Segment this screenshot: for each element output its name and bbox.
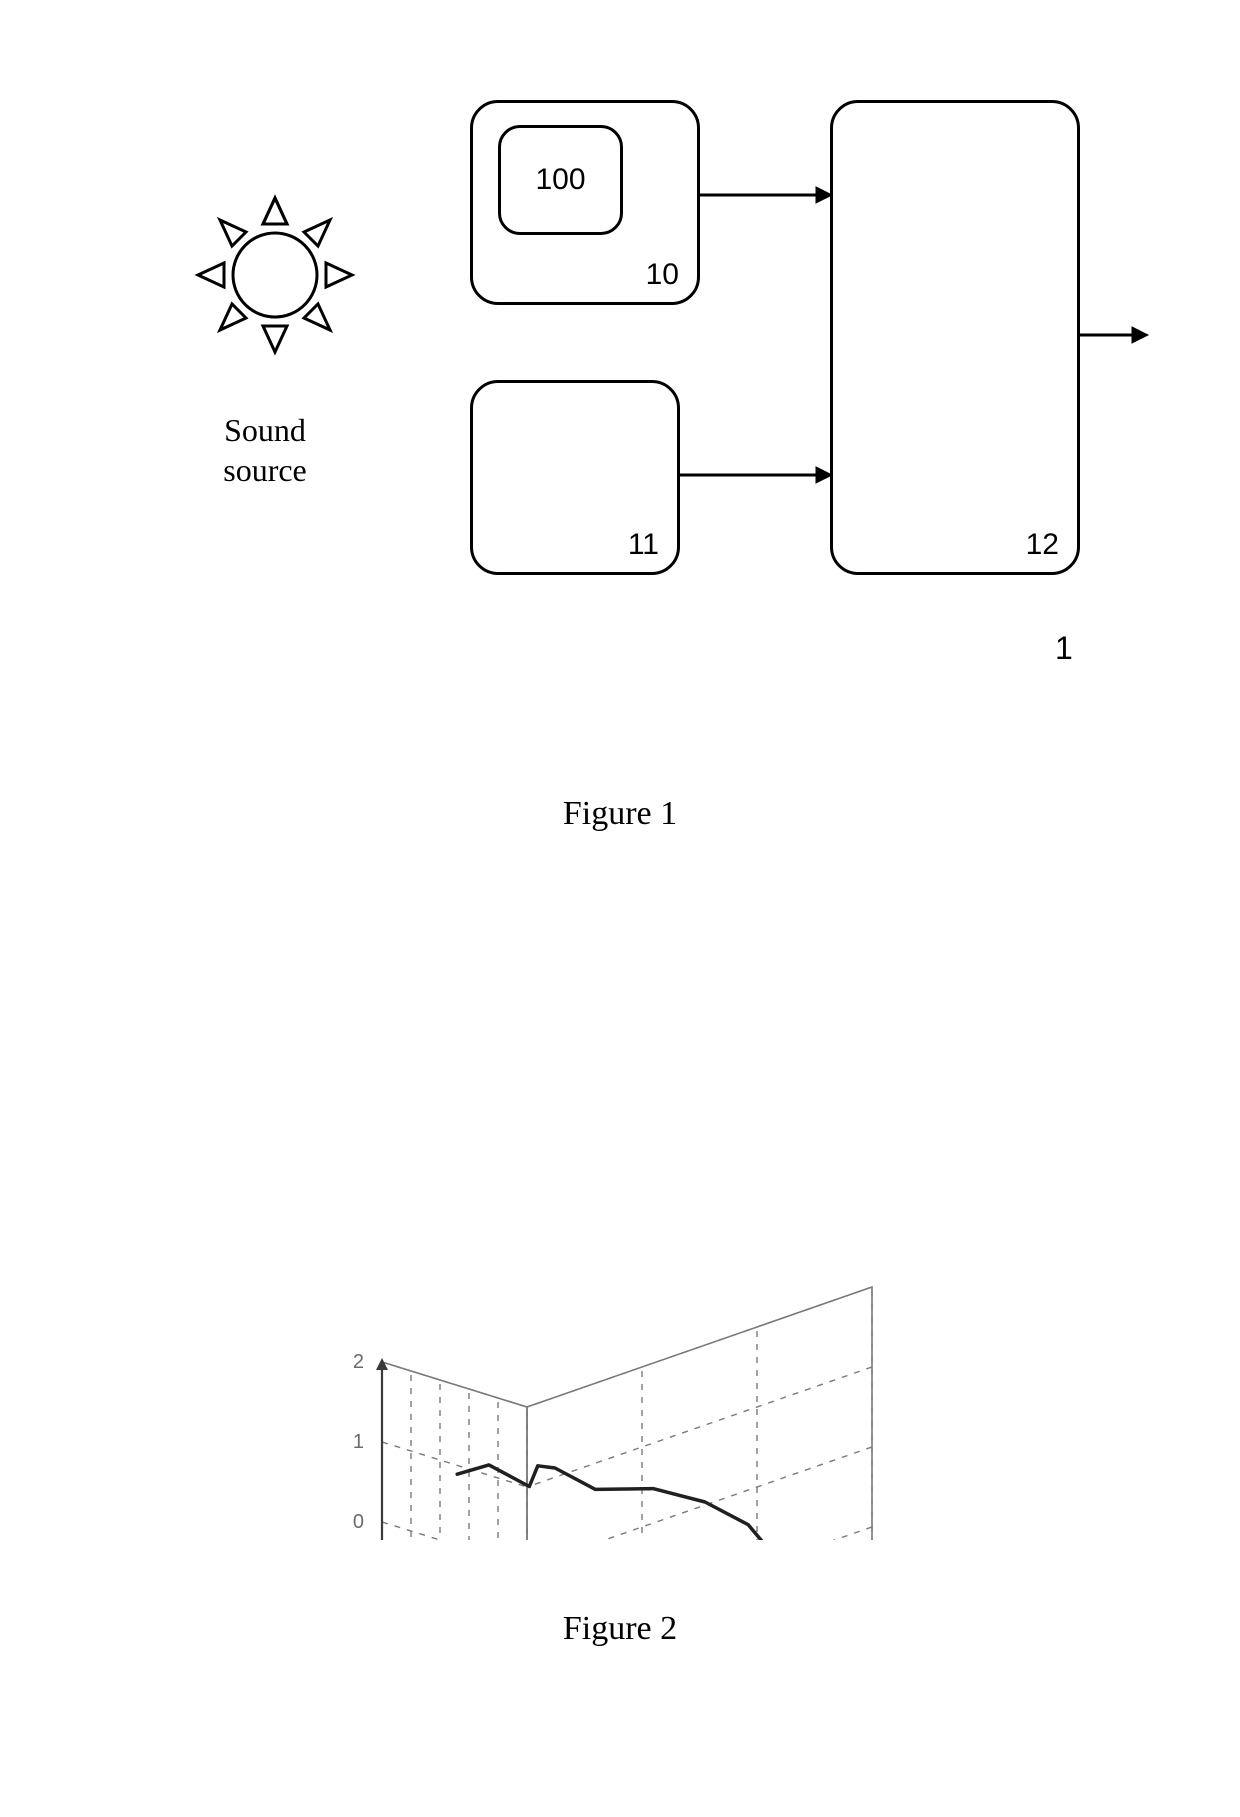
arrow-out	[1078, 320, 1153, 350]
system-label: 1	[1055, 630, 1073, 667]
plot-grid-back	[382, 1362, 527, 1540]
plot-axes	[376, 1358, 872, 1540]
page: Sound source 10 100 11 12 1	[0, 0, 1240, 1817]
svg-text:1: 1	[353, 1431, 364, 1453]
block-100: 100	[498, 125, 623, 235]
arrow-10-to-12	[698, 180, 838, 210]
3d-plot: -3-2-1012-1012-1-0.500.511.5 zyx	[140, 920, 1100, 1540]
figure-2-caption: Figure 2	[0, 1610, 1240, 1648]
sound-source-icon	[190, 190, 360, 360]
sun-rays	[198, 198, 352, 352]
block-11-label: 11	[628, 528, 659, 562]
figure-2: -3-2-1012-1012-1-0.500.511.5 zyx	[140, 920, 1100, 1540]
figure-1-caption: Figure 1	[0, 795, 1240, 833]
block-10-label: 10	[646, 258, 679, 292]
block-12-label: 12	[1026, 528, 1059, 562]
svg-text:2: 2	[353, 1351, 364, 1373]
arrow-11-to-12	[678, 460, 838, 490]
svg-text:0: 0	[353, 1511, 364, 1533]
plot-trajectory	[457, 1465, 779, 1540]
sound-source-label: Sound source	[175, 410, 355, 490]
block-12: 12	[830, 100, 1080, 575]
plot-ticks: -3-2-1012-1012-1-0.500.511.5	[346, 1351, 906, 1540]
block-100-label: 100	[535, 163, 585, 197]
sound-source-label-line2: source	[223, 452, 307, 488]
block-10: 10 100	[470, 100, 700, 305]
figure-1: Sound source 10 100 11 12 1	[150, 80, 1090, 680]
block-11: 11	[470, 380, 680, 575]
sound-source-label-line1: Sound	[224, 412, 306, 448]
